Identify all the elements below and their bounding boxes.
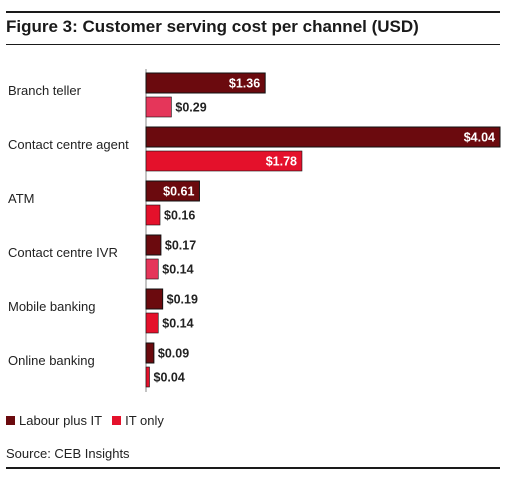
title-rule <box>6 44 500 45</box>
value-label-it-only-contact-centre-agent: $1.78 <box>266 155 297 169</box>
top-rule <box>6 11 500 13</box>
bar-labour-plus-it-mobile-banking <box>145 288 164 310</box>
bar-it-only-atm <box>145 204 161 226</box>
bar-labour-plus-it-contact-centre-ivr <box>145 234 162 256</box>
bar-chart: Branch teller $1.36 $0.29 Contact centre ag… <box>8 69 501 392</box>
bar-labour-plus-it-atm <box>145 180 200 202</box>
value-label-labour-plus-it-contact-centre-ivr: $0.17 <box>165 239 196 253</box>
value-label-it-only-online-banking: $0.04 <box>154 371 185 385</box>
bar-it-only-contact-centre-ivr <box>145 258 159 280</box>
legend-label-it-only: IT only <box>125 413 164 428</box>
bar-it-only-mobile-banking <box>145 312 159 334</box>
category-label-contact-centre-ivr: Contact centre IVR <box>8 245 118 260</box>
bar-it-only-online-banking <box>145 366 150 388</box>
legend-item-it-only: IT only <box>112 413 164 428</box>
bar-it-only-contact-centre-agent <box>145 150 303 172</box>
category-label-mobile-banking: Mobile banking <box>8 299 95 314</box>
category-label-online-banking: Online banking <box>8 353 95 368</box>
legend-item-labour-plus-it: Labour plus IT <box>6 413 102 428</box>
value-label-labour-plus-it-online-banking: $0.09 <box>158 347 189 361</box>
category-label-atm: ATM <box>8 191 34 206</box>
chart-title: Figure 3: Customer serving cost per chan… <box>6 17 419 36</box>
legend-label-labour-plus-it: Labour plus IT <box>19 413 103 428</box>
bar-labour-plus-it-contact-centre-agent <box>145 126 501 148</box>
bar-labour-plus-it-online-banking <box>145 342 155 364</box>
value-label-labour-plus-it-contact-centre-agent: $4.04 <box>464 131 495 145</box>
value-label-it-only-branch-teller: $0.29 <box>175 101 206 115</box>
value-label-labour-plus-it-branch-teller: $1.36 <box>229 77 260 91</box>
value-label-labour-plus-it-atm: $0.61 <box>163 185 194 199</box>
category-label-branch-teller: Branch teller <box>8 83 82 98</box>
legend-swatch-it-only <box>112 416 122 425</box>
category-label-contact-centre-agent: Contact centre agent <box>8 137 129 152</box>
bar-it-only-branch-teller <box>145 96 172 118</box>
source-note: Source: CEB Insights <box>6 446 130 461</box>
value-label-labour-plus-it-mobile-banking: $0.19 <box>167 293 198 307</box>
value-label-it-only-mobile-banking: $0.14 <box>162 317 193 331</box>
legend-swatch-labour-plus-it <box>6 416 15 425</box>
legend: Labour plus IT IT only <box>6 413 164 428</box>
bar-labour-plus-it-branch-teller <box>145 72 266 94</box>
value-label-it-only-contact-centre-ivr: $0.14 <box>162 263 193 277</box>
value-label-it-only-atm: $0.16 <box>164 209 195 223</box>
bottom-rule <box>6 467 500 469</box>
